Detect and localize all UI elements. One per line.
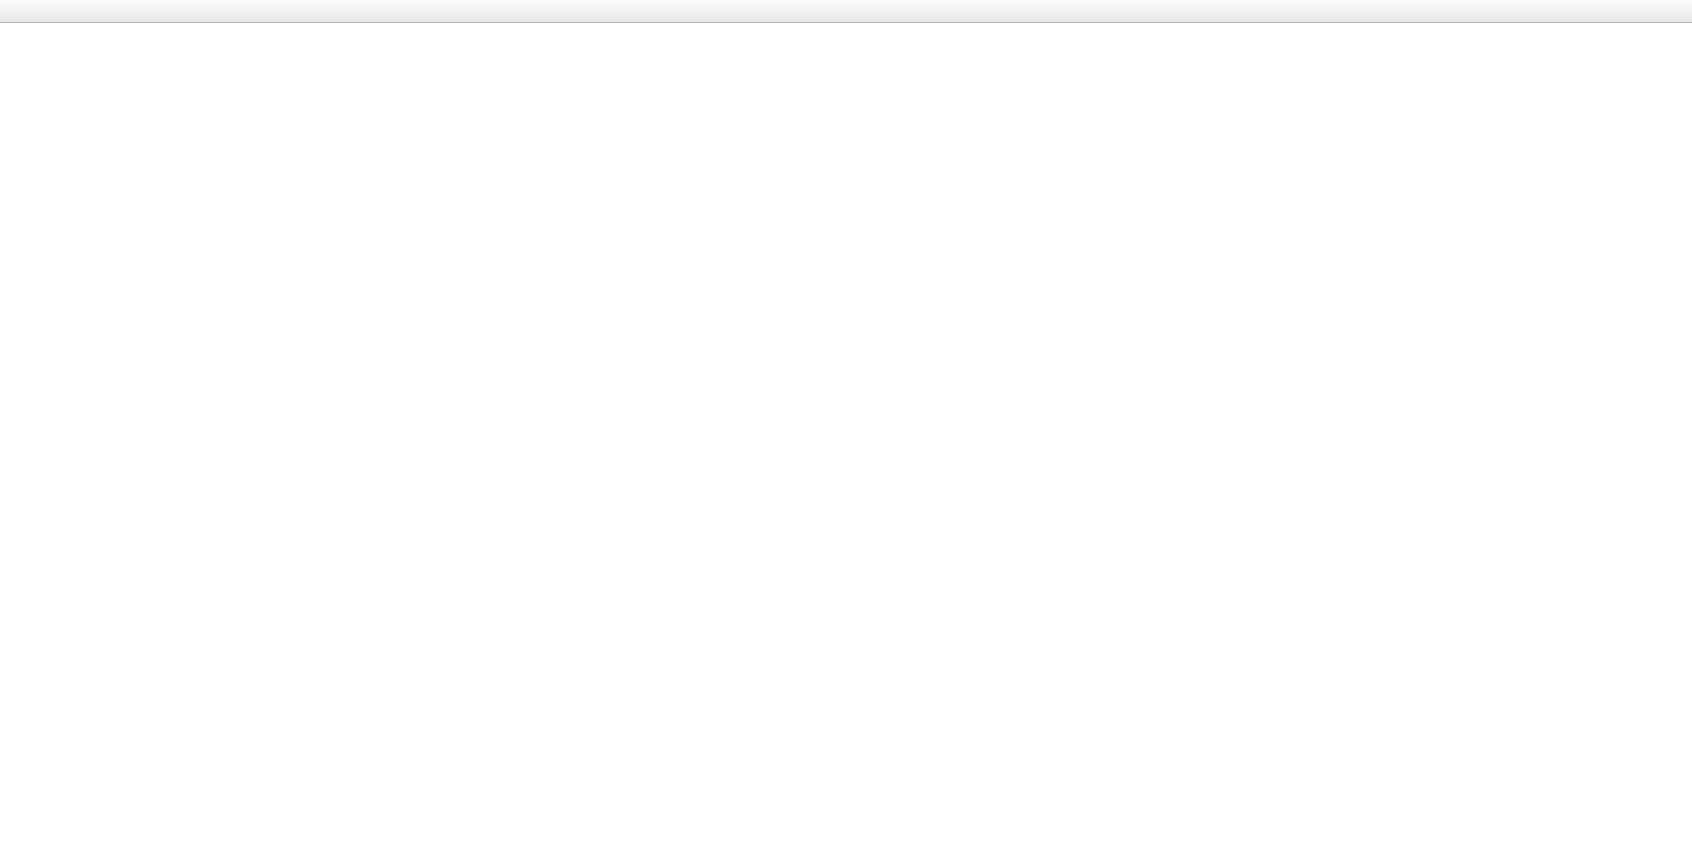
toolbar	[0, 0, 1692, 23]
